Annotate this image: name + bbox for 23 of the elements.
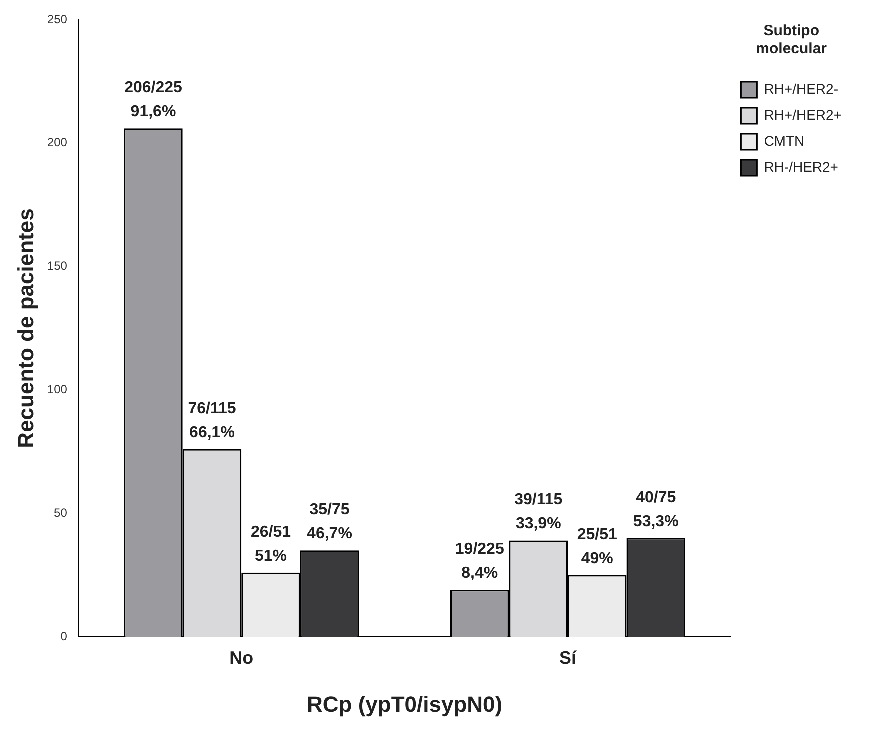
data-label: 19/225 8,4% xyxy=(455,541,504,582)
data-label: 206/225 91,6% xyxy=(124,80,183,121)
y-tick-label: 100 xyxy=(47,382,68,397)
data-label: 35/75 46,7% xyxy=(307,502,352,543)
legend-title: Subtipo molecular xyxy=(756,22,828,58)
data-label: 25/51 49% xyxy=(577,526,618,568)
legend-label: RH+/HER2- xyxy=(764,80,839,97)
x-tick-label: No xyxy=(230,648,254,668)
x-axis-title: RCp (ypT0/isypN0) xyxy=(307,692,503,717)
legend-label: RH+/HER2+ xyxy=(764,106,842,123)
y-tick-label: 0 xyxy=(60,629,68,644)
y-axis-title: Recuento de pacientes xyxy=(13,208,38,448)
y-tick-label: 150 xyxy=(47,259,68,274)
x-tick-label: Sí xyxy=(559,648,578,668)
data-label: 26/51 51% xyxy=(250,524,292,565)
data-label: 40/75 53,3% xyxy=(633,489,679,530)
y-tick-label: 200 xyxy=(47,136,68,150)
legend-label: RH-/HER2+ xyxy=(764,158,838,175)
y-tick-label: 50 xyxy=(54,506,68,520)
legend-label: CMTN xyxy=(764,132,805,149)
data-label: 39/115 33,9% xyxy=(514,492,563,533)
data-label: 76/115 66,1% xyxy=(188,400,236,442)
y-tick-label: 250 xyxy=(47,12,68,26)
